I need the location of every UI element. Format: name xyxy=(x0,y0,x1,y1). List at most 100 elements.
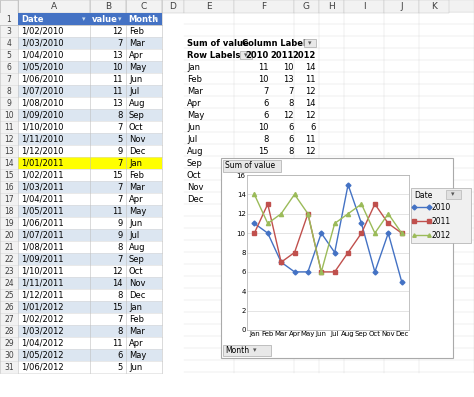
Text: 1/05/2010: 1/05/2010 xyxy=(21,62,64,71)
Text: Jul: Jul xyxy=(129,87,139,96)
Text: Nov: Nov xyxy=(129,135,146,143)
Text: 8: 8 xyxy=(118,291,123,299)
2010 xyxy=(332,250,337,255)
Text: 8: 8 xyxy=(289,98,294,108)
Text: 10: 10 xyxy=(283,62,294,71)
Text: 1/11/2011: 1/11/2011 xyxy=(21,279,64,287)
Text: Jun: Jun xyxy=(129,362,142,372)
Bar xyxy=(0,133,18,145)
2010 xyxy=(372,270,378,274)
Bar xyxy=(0,85,18,97)
Text: 14: 14 xyxy=(306,98,316,108)
Text: 4: 4 xyxy=(7,39,11,48)
Bar xyxy=(18,85,162,97)
Bar xyxy=(18,313,162,325)
Text: 30: 30 xyxy=(4,351,14,360)
Text: Feb: Feb xyxy=(129,170,144,179)
Text: May: May xyxy=(129,62,146,71)
Text: F: F xyxy=(262,2,266,11)
Text: Sep: Sep xyxy=(129,110,145,119)
Text: 11: 11 xyxy=(112,339,123,347)
Bar xyxy=(18,217,162,229)
Text: 10: 10 xyxy=(258,183,269,191)
Text: 14: 14 xyxy=(306,62,316,71)
Bar xyxy=(18,193,162,205)
Text: 9: 9 xyxy=(118,231,123,239)
Text: 1/06/2011: 1/06/2011 xyxy=(21,218,64,227)
Bar xyxy=(162,0,184,13)
Text: 8: 8 xyxy=(264,135,269,143)
Text: May: May xyxy=(129,351,146,360)
Text: C: C xyxy=(141,2,147,11)
Text: 28: 28 xyxy=(4,326,14,335)
Text: 1/01/2011: 1/01/2011 xyxy=(21,158,64,168)
Text: 18: 18 xyxy=(4,206,14,216)
Text: 15: 15 xyxy=(258,146,269,156)
Text: 12: 12 xyxy=(306,146,316,156)
Text: Apr: Apr xyxy=(129,339,144,347)
Bar xyxy=(0,325,18,337)
Text: Oct: Oct xyxy=(129,123,144,131)
Text: 1/06/2010: 1/06/2010 xyxy=(21,75,64,83)
Text: ▾: ▾ xyxy=(154,16,157,22)
Text: 13: 13 xyxy=(112,50,123,60)
Bar xyxy=(0,157,18,169)
Text: 10: 10 xyxy=(306,170,316,179)
Text: 8: 8 xyxy=(118,110,123,119)
Text: 11: 11 xyxy=(112,206,123,216)
Bar xyxy=(18,337,162,349)
Text: 7: 7 xyxy=(118,314,123,324)
Text: 17: 17 xyxy=(4,195,14,204)
Bar xyxy=(0,205,18,217)
Text: Feb: Feb xyxy=(129,314,144,324)
Text: Dec: Dec xyxy=(129,146,146,156)
2011 xyxy=(292,250,297,255)
Bar xyxy=(221,158,453,358)
Bar xyxy=(18,133,162,145)
Text: 7: 7 xyxy=(118,195,123,204)
Text: 1/07/2010: 1/07/2010 xyxy=(21,87,64,96)
2012 xyxy=(372,231,378,235)
Text: 10: 10 xyxy=(112,62,123,71)
Text: 27: 27 xyxy=(4,314,14,324)
Text: 10: 10 xyxy=(306,195,316,204)
Bar xyxy=(18,13,162,25)
Text: 11: 11 xyxy=(4,123,14,131)
Text: 13: 13 xyxy=(305,158,316,168)
Bar xyxy=(18,205,162,217)
2010 xyxy=(252,221,257,226)
Text: Mar: Mar xyxy=(129,326,145,335)
Text: Month: Month xyxy=(128,15,158,23)
2011 xyxy=(399,231,404,235)
Text: 24: 24 xyxy=(4,279,14,287)
Text: 10: 10 xyxy=(4,110,14,119)
Bar xyxy=(18,121,162,133)
Text: 12: 12 xyxy=(112,266,123,276)
Text: Jul: Jul xyxy=(129,231,139,239)
Text: ▾: ▾ xyxy=(82,16,85,22)
Text: Apr: Apr xyxy=(129,50,144,60)
Bar xyxy=(0,49,18,61)
Text: 10: 10 xyxy=(283,195,294,204)
Text: Oct: Oct xyxy=(187,170,201,179)
Text: Sep: Sep xyxy=(187,158,203,168)
Text: Aug: Aug xyxy=(129,98,146,108)
2012 xyxy=(252,192,257,197)
Text: 23: 23 xyxy=(4,266,14,276)
Text: 6: 6 xyxy=(310,123,316,131)
Text: 1/04/2011: 1/04/2011 xyxy=(21,195,64,204)
Text: 5: 5 xyxy=(264,195,269,204)
Text: 12: 12 xyxy=(306,110,316,119)
Text: A: A xyxy=(51,2,57,11)
Bar xyxy=(18,49,162,61)
Text: Mar: Mar xyxy=(187,87,203,96)
Bar xyxy=(0,361,18,373)
Bar xyxy=(0,13,18,25)
Text: 7: 7 xyxy=(7,75,11,83)
Bar xyxy=(0,0,474,13)
Text: 8: 8 xyxy=(118,326,123,335)
2012 xyxy=(305,211,311,216)
Text: 6: 6 xyxy=(7,62,11,71)
Text: ▾: ▾ xyxy=(451,191,455,197)
Bar xyxy=(446,190,461,199)
